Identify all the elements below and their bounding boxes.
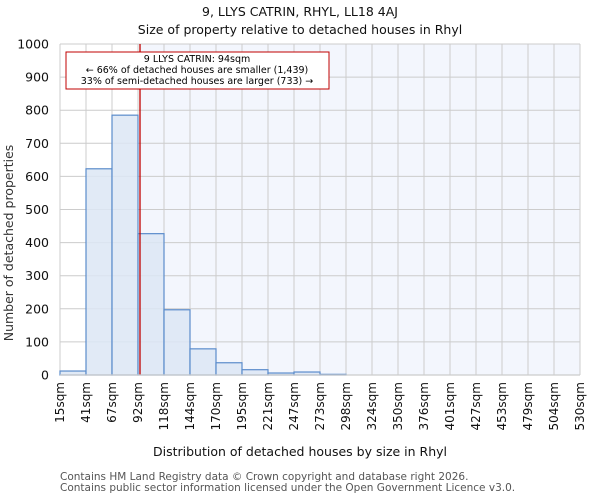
- y-tick-label: 600: [25, 169, 49, 184]
- x-tick-label: 376sqm: [417, 382, 431, 430]
- y-axis-ticks: 0 100 200 300 400 500 600 700 800 900 1000: [17, 37, 49, 383]
- annotation-box: 9 LLYS CATRIN: 94sqm ← 66% of detached h…: [65, 51, 330, 90]
- histogram-bar: [85, 168, 113, 376]
- y-tick-label: 0: [41, 368, 49, 383]
- y-tick-label: 400: [25, 235, 49, 250]
- x-axis-label: Distribution of detached houses by size …: [152, 444, 448, 459]
- x-tick-label: 324sqm: [365, 382, 379, 430]
- x-tick-label: 530sqm: [573, 382, 587, 430]
- x-tick-label: 273sqm: [313, 382, 327, 430]
- y-tick-label: 700: [25, 136, 49, 151]
- x-tick-label: 247sqm: [287, 382, 301, 430]
- y-tick-label: 500: [25, 202, 49, 217]
- y-tick-label: 100: [25, 334, 49, 349]
- x-tick-label: 401sqm: [443, 382, 457, 430]
- y-tick-label: 200: [25, 301, 49, 316]
- footer: Contains HM Land Registry data © Crown c…: [60, 472, 515, 494]
- x-tick-label: 118sqm: [157, 382, 171, 430]
- annotation-line-1: 9 LLYS CATRIN: 94sqm: [144, 54, 251, 65]
- x-tick-label: 144sqm: [183, 382, 197, 430]
- y-tick-label: 300: [25, 268, 49, 283]
- footer-line-2: Contains public sector information licen…: [60, 482, 516, 494]
- histogram-bar: [241, 369, 269, 376]
- annotation-line-3: 33% of semi-detached houses are larger (…: [81, 76, 314, 87]
- x-tick-label: 350sqm: [391, 382, 405, 430]
- x-axis-ticks: 15sqm 41sqm 67sqm 92sqm 118sqm 144sqm 170sqm 19…: [53, 382, 587, 430]
- gridlines: [59, 43, 581, 376]
- y-tick-label: 900: [25, 70, 49, 85]
- x-tick-label: 41sqm: [79, 382, 93, 423]
- histogram-bar: [215, 362, 243, 376]
- chart-subtitle: Size of property relative to detached ho…: [137, 22, 463, 37]
- x-tick-label: 67sqm: [105, 382, 119, 423]
- histogram-bar: [163, 309, 191, 376]
- x-tick-label: 15sqm: [53, 382, 67, 423]
- chart-title: 9, LLYS CATRIN, RHYL, LL18 4AJ: [202, 4, 398, 19]
- histogram-bar: [189, 348, 217, 376]
- x-tick-label: 195sqm: [235, 382, 249, 430]
- y-tick-label: 800: [25, 103, 49, 118]
- x-tick-label: 298sqm: [339, 382, 353, 430]
- x-tick-label: 221sqm: [261, 382, 275, 430]
- x-tick-label: 453sqm: [495, 382, 509, 430]
- x-tick-label: 170sqm: [209, 382, 223, 430]
- x-tick-label: 427sqm: [469, 382, 483, 430]
- footer-line-1: Contains HM Land Registry data © Crown c…: [60, 471, 469, 483]
- y-tick-label: 1000: [17, 37, 49, 52]
- x-tick-label: 504sqm: [547, 382, 561, 430]
- annotation-line-2: ← 66% of detached houses are smaller (1,…: [86, 65, 309, 76]
- x-tick-label: 92sqm: [131, 382, 145, 423]
- histogram-bar: [111, 114, 139, 376]
- histogram-bar: [137, 233, 165, 376]
- x-tick-label: 479sqm: [521, 382, 535, 430]
- y-axis-label: Number of detached properties: [1, 145, 16, 342]
- bars: [59, 114, 347, 376]
